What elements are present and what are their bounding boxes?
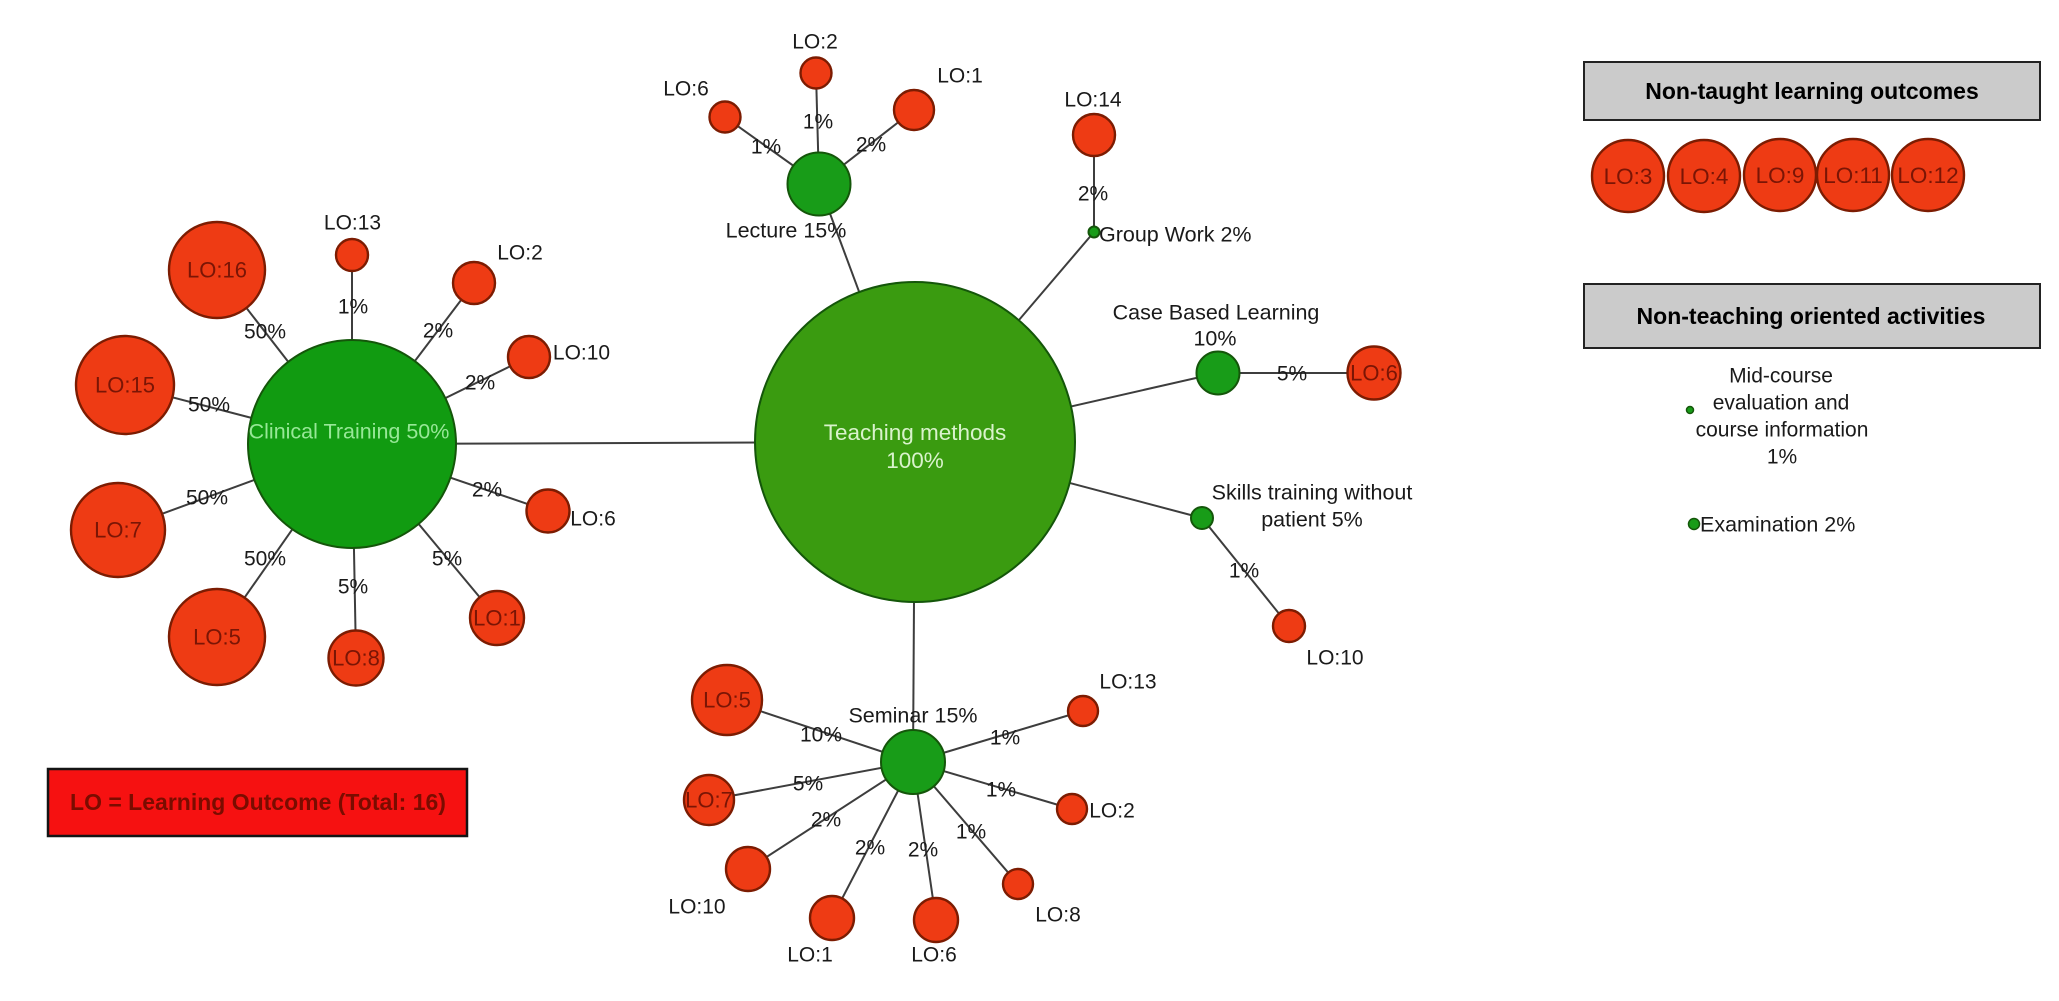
svg-text:LO:6: LO:6 [911,943,957,966]
svg-text:LO:9: LO:9 [1756,163,1805,188]
svg-text:LO:13: LO:13 [1099,670,1156,693]
svg-text:LO:6: LO:6 [663,77,709,100]
svg-text:5%: 5% [338,575,368,598]
svg-text:LO:10: LO:10 [553,341,610,364]
svg-text:LO:14: LO:14 [1064,88,1122,111]
svg-text:LO:15: LO:15 [95,373,155,398]
svg-text:patient 5%: patient 5% [1261,508,1363,532]
svg-text:5%: 5% [1277,362,1307,385]
svg-text:LO:7: LO:7 [94,518,142,543]
svg-text:1%: 1% [751,135,781,158]
svg-text:LO:8: LO:8 [1035,903,1081,926]
svg-text:2%: 2% [423,319,453,342]
svg-text:LO:3: LO:3 [1604,164,1653,189]
svg-text:50%: 50% [186,486,228,509]
svg-text:LO:5: LO:5 [703,688,751,713]
svg-text:LO:10: LO:10 [668,895,725,918]
svg-text:2%: 2% [856,133,886,156]
svg-text:5%: 5% [793,772,823,795]
svg-text:LO:13: LO:13 [324,211,381,234]
svg-text:Clinical Training 50%: Clinical Training 50% [249,420,450,444]
svg-text:Teaching methods: Teaching methods [824,420,1007,445]
svg-text:100%: 100% [886,448,944,473]
svg-text:1%: 1% [990,726,1020,749]
svg-text:Non-teaching oriented activiti: Non-teaching oriented activities [1637,303,1986,329]
svg-text:Mid-course: Mid-course [1729,364,1833,387]
svg-text:2%: 2% [472,478,502,501]
svg-text:LO:1: LO:1 [787,943,833,966]
svg-text:Examination 2%: Examination 2% [1700,513,1855,537]
svg-text:LO:7: LO:7 [685,788,733,813]
svg-text:1%: 1% [338,295,368,318]
svg-text:LO:6: LO:6 [570,507,616,530]
svg-text:10%: 10% [800,723,842,746]
svg-text:1%: 1% [1229,559,1259,582]
svg-text:LO:11: LO:11 [1823,163,1883,188]
svg-text:LO:5: LO:5 [193,625,241,650]
svg-text:LO:6: LO:6 [1350,361,1398,386]
svg-text:LO:2: LO:2 [1089,799,1135,822]
svg-text:50%: 50% [188,393,230,416]
svg-text:1%: 1% [803,110,833,133]
svg-text:course information: course information [1696,418,1869,441]
svg-text:2%: 2% [811,808,841,831]
svg-text:50%: 50% [244,547,286,570]
svg-text:10%: 10% [1193,327,1236,351]
svg-text:50%: 50% [244,320,286,343]
svg-text:Group Work 2%: Group Work 2% [1099,222,1252,246]
svg-text:evaluation and: evaluation and [1713,391,1850,414]
svg-text:LO = Learning Outcome (Total:: LO = Learning Outcome (Total: 16) [70,789,446,815]
svg-text:LO:12: LO:12 [1897,163,1958,188]
svg-text:2%: 2% [908,838,938,861]
svg-text:1%: 1% [956,820,986,843]
svg-text:2%: 2% [855,836,885,859]
svg-text:LO:2: LO:2 [497,241,543,264]
svg-text:1%: 1% [986,778,1016,801]
svg-text:LO:8: LO:8 [332,646,380,671]
svg-text:Skills training without: Skills training without [1212,481,1413,505]
svg-text:Lecture 15%: Lecture 15% [726,219,847,243]
svg-text:Non-taught learning outcomes: Non-taught learning outcomes [1645,78,1979,104]
svg-text:Seminar 15%: Seminar 15% [848,704,977,728]
svg-text:LO:2: LO:2 [792,30,838,53]
svg-text:LO:1: LO:1 [937,64,983,87]
svg-text:Case Based Learning: Case Based Learning [1113,301,1320,325]
svg-text:LO:4: LO:4 [1680,164,1729,189]
svg-text:2%: 2% [1078,182,1108,205]
svg-text:LO:1: LO:1 [473,606,521,631]
svg-text:LO:10: LO:10 [1306,646,1363,669]
svg-text:1%: 1% [1767,445,1797,468]
svg-text:2%: 2% [465,371,495,394]
svg-text:5%: 5% [432,547,462,570]
svg-text:LO:16: LO:16 [187,258,247,283]
